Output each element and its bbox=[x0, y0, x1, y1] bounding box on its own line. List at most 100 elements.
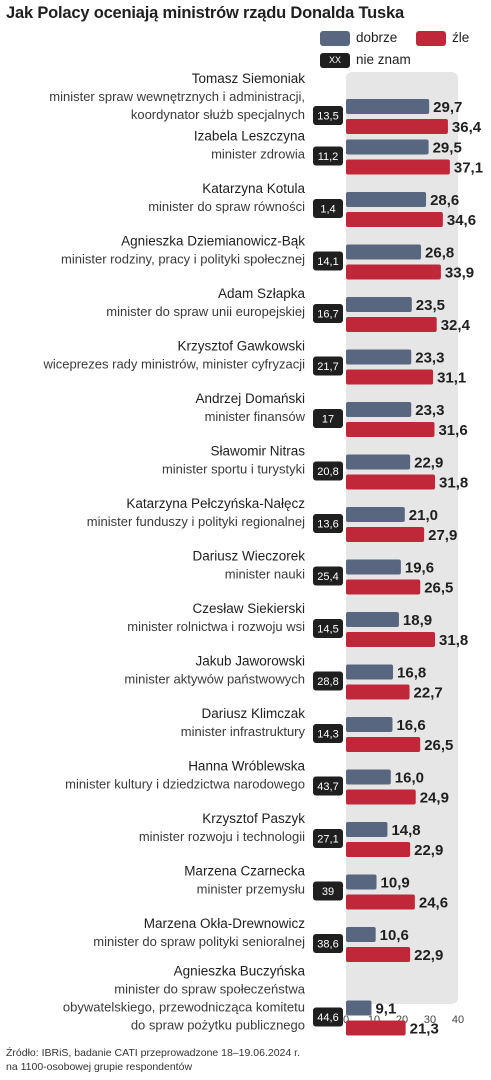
minister-role: minister przemysłu bbox=[197, 882, 305, 897]
value-label-good: 28,6 bbox=[430, 192, 459, 209]
minister-role: minister do spraw polityki senioralnej bbox=[93, 934, 305, 949]
legend-badge-unknown: XX bbox=[320, 53, 350, 68]
legend-label-unknown: nie znam bbox=[356, 52, 411, 67]
value-label-bad: 31,8 bbox=[439, 632, 468, 649]
x-tick-label: 0 bbox=[343, 1014, 349, 1026]
bar-bad bbox=[346, 737, 421, 752]
value-label-good: 14,8 bbox=[391, 822, 420, 839]
unknown-value: 11,2 bbox=[318, 151, 339, 163]
minister-role: minister rozwoju i technologii bbox=[139, 829, 305, 844]
value-label-bad: 33,9 bbox=[445, 265, 474, 282]
value-label-good: 23,5 bbox=[416, 297, 445, 314]
minister-role: minister rolnictwa i rozwoju wsi bbox=[127, 619, 305, 634]
unknown-badge bbox=[313, 776, 343, 796]
value-label-good: 29,7 bbox=[433, 99, 462, 116]
value-label-good: 22,9 bbox=[414, 455, 443, 472]
bar-bad bbox=[346, 474, 436, 490]
minister-name: Agnieszka Dziemianowicz-Bąk bbox=[121, 234, 305, 249]
minister-role: wiceprezes rady ministrów, minister cyfr… bbox=[42, 357, 305, 372]
unknown-badge bbox=[313, 619, 343, 638]
bar-bad bbox=[346, 842, 411, 857]
minister-role: obywatelskiego, przewodnicząca komitetu bbox=[63, 1000, 305, 1015]
minister-name: Krzysztof Paszyk bbox=[202, 811, 305, 826]
bar-bad bbox=[346, 632, 436, 647]
value-label-good: 16,6 bbox=[396, 717, 425, 734]
unknown-badge bbox=[313, 199, 343, 218]
value-label-good: 19,6 bbox=[405, 560, 434, 577]
minister-name: Sławomir Nitras bbox=[210, 444, 305, 459]
source-note: Źródło: IBRiS, badanie CATI przeprowadzo… bbox=[6, 1046, 300, 1074]
minister-role: minister funduszy i polityki regionalnej bbox=[87, 514, 305, 529]
value-label-bad: 21,3 bbox=[410, 1021, 439, 1038]
value-label-good: 16,8 bbox=[397, 665, 426, 682]
bar-good bbox=[346, 717, 393, 732]
value-label-bad: 31,8 bbox=[439, 475, 468, 492]
minister-name: Andrzej Domański bbox=[195, 391, 305, 406]
value-label-good: 29,5 bbox=[433, 140, 462, 157]
minister-role: minister rodziny, pracy i polityki społe… bbox=[61, 252, 305, 267]
bar-good bbox=[346, 454, 411, 470]
minister-name: Marzena Okła-Drewnowicz bbox=[144, 916, 306, 931]
value-label-good: 10,6 bbox=[380, 927, 409, 944]
minister-role: koordynator służb specjalnych bbox=[131, 107, 305, 122]
value-label-good: 16,0 bbox=[395, 770, 424, 787]
bar-good bbox=[346, 559, 401, 575]
unknown-badge bbox=[313, 671, 343, 691]
bar-good bbox=[346, 874, 377, 890]
value-label-bad: 26,5 bbox=[424, 737, 453, 754]
unknown-badge bbox=[313, 146, 343, 166]
bar-bad bbox=[346, 212, 443, 227]
minister-name: Krzysztof Gawkowski bbox=[177, 339, 305, 354]
legend-swatch-good bbox=[320, 31, 350, 46]
unknown-badge bbox=[313, 461, 343, 481]
minister-name: Jakub Jaworowski bbox=[195, 654, 305, 669]
minister-role: minister do spraw społeczeństwa bbox=[114, 982, 306, 997]
unknown-badge bbox=[313, 566, 343, 586]
source-line-2: na 1100-osobowej grupie respondentów bbox=[6, 1061, 193, 1073]
unknown-badge bbox=[313, 409, 343, 428]
value-label-bad: 24,6 bbox=[419, 895, 448, 912]
unknown-badge bbox=[313, 514, 343, 533]
value-label-bad: 27,9 bbox=[428, 527, 457, 544]
bar-bad bbox=[346, 894, 415, 910]
unknown-value: 13,5 bbox=[317, 111, 338, 123]
legend-swatch-bad bbox=[416, 31, 446, 46]
bar-good bbox=[346, 297, 412, 312]
bar-bad bbox=[346, 369, 434, 385]
bar-bad bbox=[346, 422, 435, 437]
bar-bad bbox=[346, 1020, 406, 1036]
minister-role: minister sportu i turystyki bbox=[162, 462, 305, 477]
bar-good bbox=[346, 402, 412, 417]
bar-good bbox=[346, 349, 412, 365]
minister-name: Katarzyna Pełczyńska-Nałęcz bbox=[126, 496, 305, 511]
unknown-value: 14,1 bbox=[317, 256, 338, 268]
minister-name: Izabela Leszczyna bbox=[194, 129, 306, 144]
unknown-value: 43,7 bbox=[317, 781, 338, 793]
value-label-good: 23,3 bbox=[415, 402, 444, 419]
unknown-value: 14,5 bbox=[317, 624, 338, 636]
bar-good bbox=[346, 664, 394, 680]
legend-label-bad: źle bbox=[452, 30, 470, 45]
minister-role: minister spraw wewnętrznych i administra… bbox=[49, 89, 305, 104]
bar-good bbox=[346, 99, 430, 114]
bar-good bbox=[346, 507, 405, 522]
unknown-value: 44,6 bbox=[317, 1012, 338, 1024]
bar-bad bbox=[346, 947, 411, 962]
bar-good bbox=[346, 1000, 372, 1016]
unknown-value: 1,4 bbox=[320, 204, 335, 216]
minister-name: Hanna Wróblewska bbox=[188, 759, 305, 774]
value-label-good: 9,1 bbox=[375, 1001, 396, 1018]
unknown-badge bbox=[313, 356, 343, 376]
minister-name: Dariusz Wieczorek bbox=[192, 549, 305, 564]
bar-bad bbox=[346, 684, 410, 700]
bar-good bbox=[346, 769, 391, 785]
bar-good bbox=[346, 244, 422, 260]
unknown-badge bbox=[313, 251, 343, 271]
minister-role: minister infrastruktury bbox=[181, 724, 306, 739]
value-label-good: 26,8 bbox=[425, 245, 454, 262]
value-label-bad: 26,5 bbox=[424, 580, 453, 597]
minister-role: minister aktywów państwowych bbox=[124, 672, 305, 687]
bar-bad bbox=[346, 119, 448, 134]
value-label-good: 18,9 bbox=[403, 612, 432, 629]
minister-role: minister do spraw unii europejskiej bbox=[106, 304, 305, 319]
